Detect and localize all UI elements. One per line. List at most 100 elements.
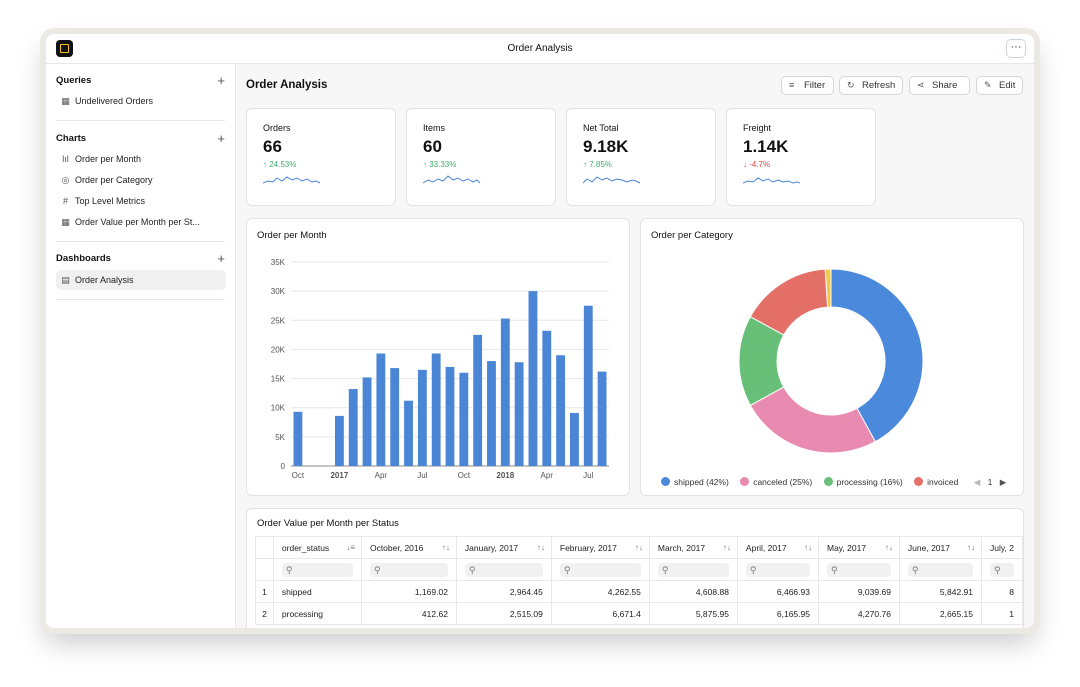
bar[interactable] (597, 371, 607, 466)
table-filter-row: ⚲ ⚲ ⚲ ⚲ ⚲ ⚲ ⚲ ⚲ ⚲ (255, 558, 1023, 581)
window-title: Order Analysis (507, 43, 573, 54)
column-header[interactable]: March, 2017 ↑↓ (648, 536, 738, 559)
bar[interactable] (500, 318, 510, 466)
sidebar-item-order-per-month[interactable]: lıl Order per Month (56, 149, 226, 169)
column-header[interactable]: January, 2017 ↑↓ (455, 536, 552, 559)
chart-card-order-per-category: Order per Category shipped (42%) cancele… (640, 218, 1024, 496)
app-logo[interactable] (56, 40, 73, 57)
column-filter-input[interactable]: ⚲ (981, 558, 1023, 581)
x-tick-label: Apr (541, 471, 554, 480)
x-tick-label: Apr (375, 471, 388, 480)
sort-icon[interactable]: ↑↓ (967, 543, 976, 552)
column-filter-input[interactable]: ⚲ (360, 558, 457, 581)
table-cell: 2,665.15 (898, 602, 983, 625)
legend-item-canceled[interactable]: canceled (25%) (740, 477, 812, 487)
bar[interactable] (390, 368, 400, 466)
kpi-label: Net Total (583, 123, 619, 133)
legend-label: processing (16%) (836, 477, 903, 487)
bar[interactable] (542, 330, 552, 466)
pie-slice-canceled[interactable] (749, 386, 877, 454)
column-filter-input[interactable]: ⚲ (455, 558, 552, 581)
bar[interactable] (514, 362, 524, 466)
sidebar-item-order-value-per-month[interactable]: ▦ Order Value per Month per St... (56, 212, 226, 232)
sidebar-item-undelivered-orders[interactable]: ▦ Undelivered Orders (56, 91, 226, 111)
edit-button[interactable]: ✎ Edit (976, 76, 1023, 95)
sort-icon[interactable]: ↑↓ (803, 543, 812, 552)
column-filter-input[interactable]: ⚲ (272, 558, 362, 581)
bar[interactable] (348, 389, 358, 466)
filter-button[interactable]: ≡ Filter (781, 76, 834, 95)
pie-slice-shipped[interactable] (830, 268, 924, 443)
legend-label: shipped (42%) (674, 477, 729, 487)
bar[interactable] (376, 353, 386, 466)
bar[interactable] (556, 355, 566, 466)
search-icon: ⚲ (464, 562, 543, 577)
bar[interactable] (404, 400, 413, 466)
sort-icon[interactable]: ↑↓ (536, 543, 545, 552)
bar[interactable] (473, 334, 483, 466)
sidebar-item-label: Order Value per Month per St... (75, 217, 200, 227)
legend-next-page-button[interactable]: ▶ (999, 477, 1007, 487)
y-tick-label: 35K (271, 258, 286, 267)
refresh-button[interactable]: ↻ Refresh (839, 76, 903, 95)
x-tick-label: Oct (458, 471, 471, 480)
column-header[interactable]: April, 2017 ↑↓ (736, 536, 819, 559)
row-index: 1 (255, 580, 274, 603)
bar[interactable] (417, 369, 427, 466)
bar[interactable] (334, 415, 344, 466)
column-header[interactable]: order_status ↓≡ (272, 536, 362, 559)
bar[interactable] (570, 412, 579, 466)
pencil-icon: ✎ (984, 80, 992, 90)
sort-icon[interactable]: ↑↓ (634, 543, 643, 552)
legend-item-processing[interactable]: processing (16%) (823, 477, 903, 487)
bar[interactable] (431, 353, 441, 466)
bar[interactable] (583, 305, 593, 466)
bar[interactable] (459, 372, 469, 466)
charts-section-title: Charts (56, 133, 87, 144)
sort-desc-icon[interactable]: ↓≡ (346, 543, 355, 552)
legend-prev-page-button[interactable]: ◀ (973, 477, 981, 487)
filter-icon: ≡ (789, 80, 795, 90)
legend-item-invoiced[interactable]: invoiced (914, 477, 958, 487)
kpi-label: Orders (263, 123, 291, 133)
pie-slice-other[interactable] (824, 268, 832, 308)
sidebar-item-top-level-metrics[interactable]: # Top Level Metrics (56, 191, 226, 211)
sort-icon[interactable]: ↑↓ (441, 543, 450, 552)
add-dashboard-button[interactable]: + (217, 251, 225, 266)
more-options-button[interactable]: ··· (1006, 39, 1026, 58)
table-cell: 4,262.55 (550, 580, 650, 603)
add-chart-button[interactable]: + (217, 131, 225, 146)
column-filter-input[interactable]: ⚲ (736, 558, 819, 581)
bar[interactable] (487, 361, 496, 466)
legend-item-shipped[interactable]: shipped (42%) (661, 477, 729, 487)
bar[interactable] (293, 411, 303, 466)
column-header[interactable]: July, 2 (981, 536, 1023, 559)
column-header[interactable]: June, 2017 ↑↓ (898, 536, 983, 559)
data-table: order_status ↓≡ October, 2016 ↑↓ January, … (255, 536, 1023, 625)
table-cell: 5,875.95 (648, 602, 738, 625)
kpi-card-items: Items 60 ↑ 33.33% (406, 108, 556, 206)
dashboard-icon: ▤ (61, 275, 70, 285)
sidebar-item-order-per-category[interactable]: ◎ Order per Category (56, 170, 226, 190)
column-header[interactable]: October, 2016 ↑↓ (360, 536, 457, 559)
sort-icon[interactable]: ↑↓ (884, 543, 893, 552)
column-filter-input[interactable]: ⚲ (817, 558, 900, 581)
column-header[interactable]: May, 2017 ↑↓ (817, 536, 900, 559)
column-filter-input[interactable]: ⚲ (648, 558, 738, 581)
bar[interactable] (528, 291, 538, 466)
column-filter-input[interactable]: ⚲ (550, 558, 650, 581)
sort-icon[interactable]: ↑↓ (722, 543, 731, 552)
add-query-button[interactable]: + (217, 73, 225, 88)
y-tick-label: 10K (271, 404, 286, 413)
sidebar-item-order-analysis[interactable]: ▤ Order Analysis (56, 270, 226, 290)
bar[interactable] (445, 366, 455, 466)
bar[interactable] (362, 377, 372, 466)
column-header-label: July, 2 (990, 542, 1014, 553)
share-button[interactable]: ⋖ Share (909, 76, 970, 95)
table-cell: 5,842.91 (898, 580, 983, 603)
column-filter-input[interactable]: ⚲ (898, 558, 983, 581)
column-header-label: April, 2017 (745, 542, 787, 553)
column-header[interactable]: February, 2017 ↑↓ (550, 536, 650, 559)
kpi-delta: ↑ 7.85% (583, 160, 612, 169)
table-cell: 412.62 (360, 602, 457, 625)
